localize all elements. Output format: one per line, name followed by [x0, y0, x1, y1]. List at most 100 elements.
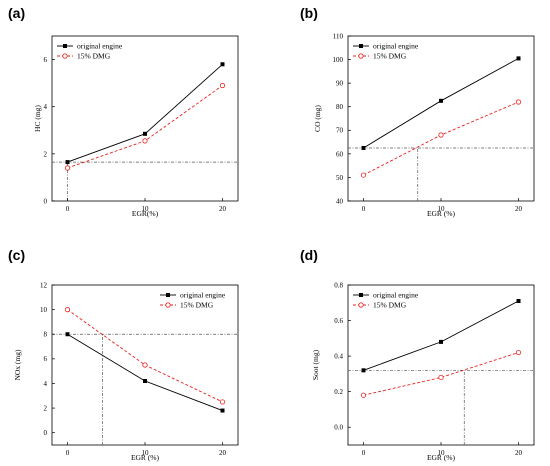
y-tick-label: 110 [333, 32, 344, 40]
panel-label: (d) [300, 247, 318, 263]
y-tick-label: 80 [336, 103, 344, 111]
y-tick-label: 0.4 [334, 353, 343, 361]
y-tick-label: 70 [336, 127, 344, 135]
y-tick-label: 2 [44, 150, 48, 158]
x-tick-label: 0 [66, 449, 70, 457]
data-point [220, 408, 225, 413]
series-line-1 [363, 101, 519, 176]
y-tick-label: 0 [44, 429, 48, 437]
data-point [438, 132, 444, 138]
panel-label: (c) [8, 247, 25, 263]
y-axis-label: HC (mg) [33, 105, 42, 132]
y-tick-label: 8 [44, 331, 48, 339]
y-tick-label: 90 [336, 80, 344, 88]
x-tick-label: 20 [515, 449, 523, 457]
x-tick-label: 20 [219, 205, 227, 213]
y-axis-label: NOx (mg) [13, 349, 22, 381]
series-line-0 [67, 333, 223, 411]
y-tick-label: 6 [44, 56, 48, 64]
series-line-1 [67, 309, 223, 403]
data-point [439, 98, 443, 103]
data-point [361, 145, 366, 150]
x-tick-label: 10 [438, 449, 446, 457]
data-point [219, 399, 226, 405]
x-tick-label: 20 [219, 449, 227, 457]
chart-panel-2: (c) 0 2 4 6 8 10 12 0 10 20 EGR (%) NOx (mg) original… [8, 247, 239, 462]
series-line-1 [363, 352, 519, 396]
data-point [361, 368, 366, 373]
y-tick-label: 0.0 [334, 424, 343, 432]
legend-marker [359, 293, 363, 297]
legend-marker [358, 302, 364, 308]
panel-label: (b) [300, 5, 318, 21]
data-point [65, 160, 70, 165]
legend-entry: original engine [77, 42, 123, 51]
chart-panel-0: (a) 0 2 4 6 0 10 20 EGR(%) HC (mg) original engine… [8, 5, 239, 218]
y-tick-label: 0 [44, 197, 48, 205]
x-axis-label: EGR (%) [427, 453, 456, 462]
data-point [515, 349, 522, 356]
series-line-1 [67, 85, 223, 169]
legend-entry: 15% DMG [180, 301, 214, 310]
x-axis-label: EGR(%) [132, 209, 159, 218]
data-point [360, 392, 367, 398]
legend-marker [62, 53, 68, 59]
y-axis-label: Soot (mg) [311, 349, 320, 380]
legend-entry: original engine [180, 291, 226, 300]
plot-frame [347, 35, 535, 202]
x-tick-label: 10 [142, 205, 150, 213]
x-tick-label: 10 [142, 449, 150, 457]
y-tick-label: 4 [44, 103, 48, 111]
data-point [142, 138, 148, 144]
x-tick-label: 10 [438, 205, 446, 213]
x-tick-label: 20 [515, 205, 523, 213]
data-point [220, 62, 225, 67]
y-tick-label: 10 [40, 306, 48, 314]
data-point [439, 339, 443, 344]
y-tick-label: 0.2 [334, 388, 343, 396]
legend-entry: 15% DMG [373, 52, 407, 61]
data-point [516, 299, 521, 303]
x-tick-label: 0 [362, 205, 366, 213]
data-point [438, 374, 444, 381]
y-tick-label: 12 [40, 281, 48, 289]
legend-marker [359, 44, 363, 48]
legend-entry: 15% DMG [373, 301, 407, 310]
legend-entry: original engine [373, 291, 419, 300]
data-point [142, 362, 148, 368]
y-tick-label: 100 [333, 56, 344, 64]
legend-marker [166, 293, 170, 297]
x-tick-label: 0 [362, 449, 366, 457]
data-point [515, 99, 522, 105]
y-tick-label: 40 [336, 197, 344, 205]
data-point [516, 56, 521, 61]
panel-label: (a) [8, 5, 25, 21]
legend-marker [358, 53, 364, 59]
chart-panel-1: (b) 40 50 60 70 80 90 100 110 0 10 20 EGR (%) CO (mg)… [300, 5, 535, 218]
data-point [143, 131, 147, 136]
x-tick-label: 0 [66, 205, 70, 213]
legend-marker [63, 44, 67, 48]
y-tick-label: 4 [44, 380, 48, 388]
y-tick-label: 50 [336, 174, 344, 182]
data-point [64, 307, 71, 313]
y-tick-label: 60 [336, 150, 344, 158]
y-tick-label: 0.6 [334, 317, 343, 325]
data-point [143, 379, 147, 383]
data-point [65, 332, 70, 337]
series-line-0 [67, 63, 223, 163]
data-point [64, 165, 71, 171]
data-point [360, 172, 367, 178]
y-tick-label: 2 [44, 404, 48, 412]
x-axis-label: EGR (%) [427, 209, 456, 218]
y-tick-label: 6 [44, 355, 48, 363]
x-axis-label: EGR (%) [131, 453, 160, 462]
y-tick-label: 0.8 [334, 281, 343, 289]
legend-entry: original engine [373, 42, 419, 51]
chart-panel-3: (d) 0.0 0.2 0.4 0.6 0.8 0 10 20 EGR (%) Soot (mg) o… [300, 247, 535, 462]
